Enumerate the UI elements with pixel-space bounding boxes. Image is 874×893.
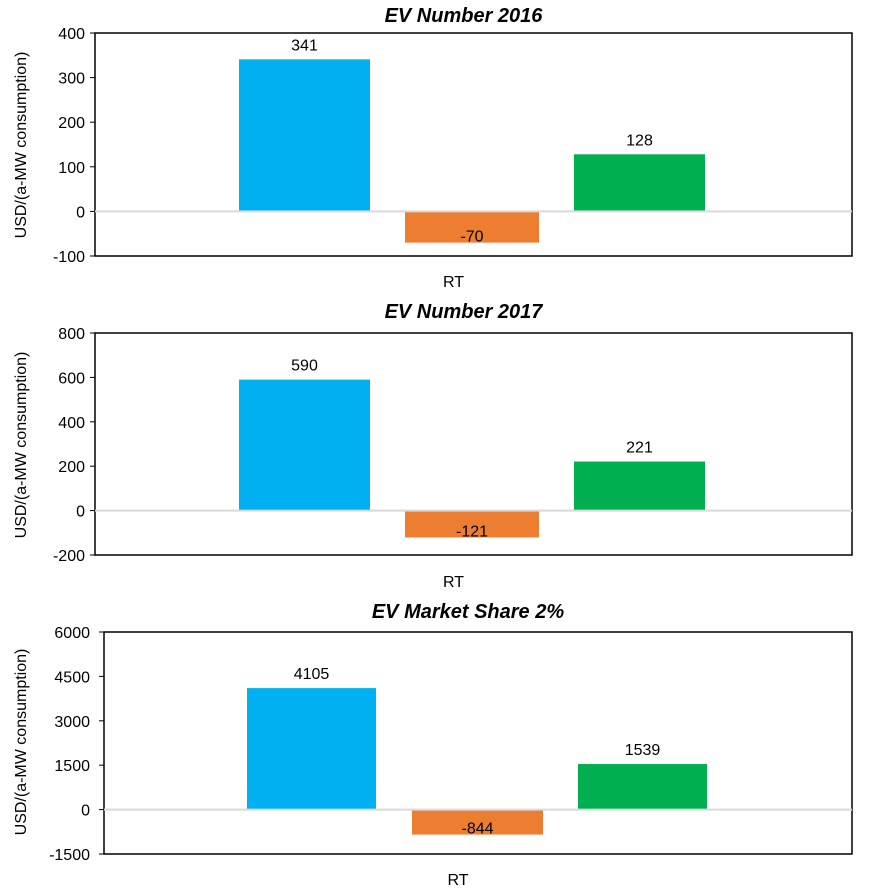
y-tick-label: 400 (58, 26, 85, 43)
chart-panel-1: EV Number 2016 341 -70 128 400 300 200 100 0 -100… (13, 5, 853, 291)
y-tick-label: 1500 (54, 758, 90, 775)
data-label-3: 128 (626, 132, 653, 149)
y-tick-label: -100 (53, 249, 85, 266)
y-axis-label: USD/(a-MW consumption) (13, 52, 30, 239)
y-tick-label: -1500 (49, 847, 90, 864)
bar-1 (239, 59, 370, 212)
y-tick-label: 100 (58, 160, 85, 177)
chart-panel-3: EV Market Share 2% 4105 -844 1539 6000 4500 30… (13, 601, 853, 889)
y-tick-label: 0 (81, 803, 90, 820)
data-label-3: 1539 (625, 742, 661, 759)
data-label-2: -121 (456, 523, 488, 540)
data-label-3: 221 (626, 440, 653, 457)
chart-panel-2: EV Number 2017 590 -121 221 800 600 400 200 0 -20… (13, 301, 853, 591)
y-tick-label: 0 (76, 504, 85, 521)
plot-area-frame (94, 332, 853, 556)
data-label-1: 341 (291, 37, 318, 54)
data-label-1: 4105 (294, 666, 330, 683)
bar-3 (574, 154, 705, 212)
data-label-2: -70 (460, 229, 483, 246)
y-tick-label: 400 (58, 415, 85, 432)
bar-2 (405, 510, 539, 538)
plot-area-frame (94, 32, 853, 257)
bar-3 (574, 461, 705, 511)
y-tick-label: 800 (58, 326, 85, 343)
y-tick-label: 3000 (54, 714, 90, 731)
chart-title: EV Market Share 2% (372, 601, 565, 623)
x-axis-label: RT (443, 574, 464, 591)
bar-2 (412, 809, 543, 835)
bar-1 (239, 379, 370, 511)
y-tick-label: 600 (58, 370, 85, 387)
bar-3 (578, 764, 707, 810)
data-label-2: -844 (461, 821, 493, 838)
chart-title: EV Number 2016 (385, 5, 544, 27)
y-tick-label: 200 (58, 115, 85, 132)
y-tick-label: 200 (58, 459, 85, 476)
y-axis-label: USD/(a-MW consumption) (13, 649, 30, 836)
chart-title: EV Number 2017 (385, 301, 544, 323)
bar-2 (405, 211, 539, 243)
y-tick-label: 0 (76, 204, 85, 221)
y-tick-label: 4500 (54, 669, 90, 686)
x-axis-label: RT (443, 274, 464, 291)
y-tick-label: -200 (53, 548, 85, 565)
y-tick-label: 6000 (54, 625, 90, 642)
plot-area-frame (103, 631, 853, 855)
y-axis-label: USD/(a-MW consumption) (13, 352, 30, 539)
data-label-1: 590 (291, 358, 318, 375)
bar-1 (247, 688, 376, 810)
y-tick-label: 300 (58, 71, 85, 88)
x-axis-label: RT (447, 872, 468, 889)
